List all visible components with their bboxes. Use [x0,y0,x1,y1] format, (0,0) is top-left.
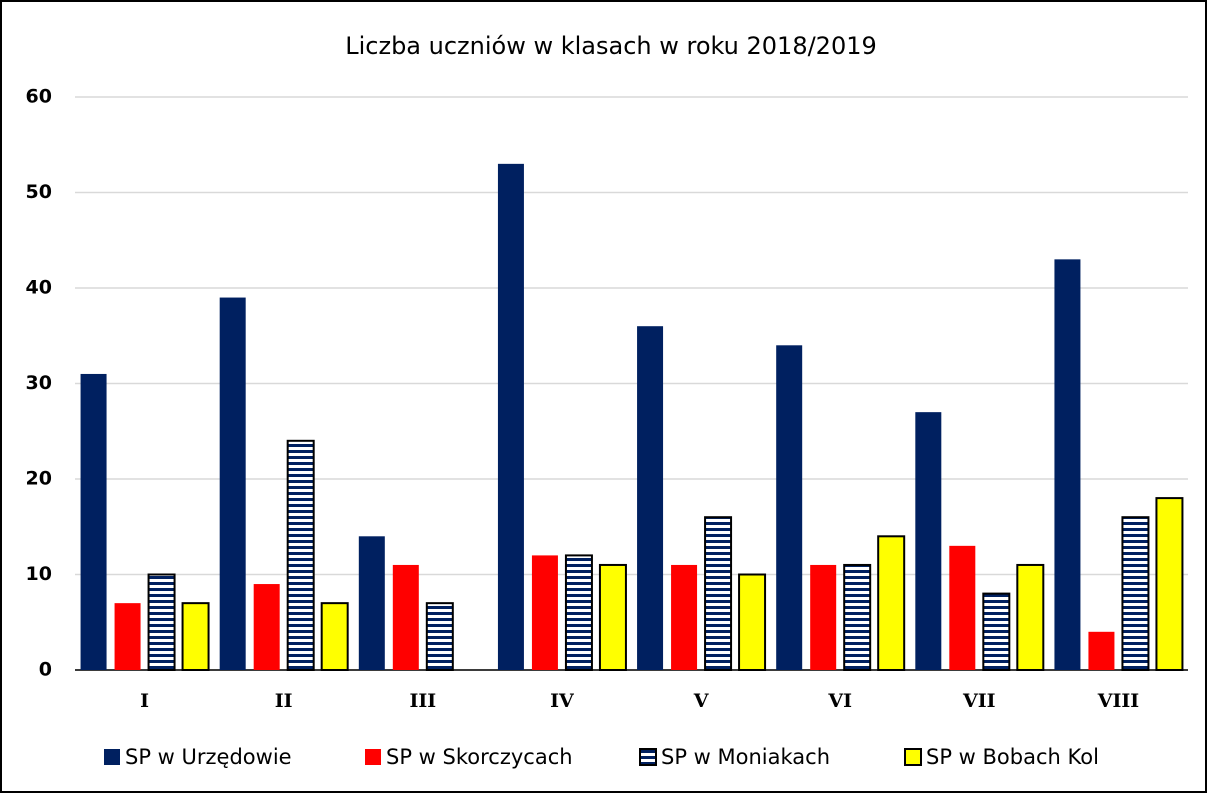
bar [425,602,454,672]
y-tick-label: 40 [26,277,52,299]
legend-label: SP w Moniakach [661,745,830,769]
bar [598,563,627,672]
x-tick-label: I [140,690,149,712]
bar [564,554,593,672]
bar [531,555,558,670]
bar [147,573,176,671]
legend-swatch [104,749,120,765]
bar [392,564,419,670]
bar [80,373,107,670]
y-tick-label: 10 [26,563,52,585]
bar [286,439,315,671]
x-tick-label: IV [550,690,575,712]
bar [253,584,280,670]
bar [738,573,767,671]
x-tick-label: VII [962,690,996,712]
legend-swatch [904,748,922,766]
x-tick-label: VI [827,690,852,712]
x-tick-label: V [693,690,710,712]
legend-label: SP w Skorczycach [386,745,573,769]
bar [358,536,385,670]
bar [704,516,733,672]
bar [181,602,210,672]
bar [1088,631,1115,670]
bar [637,326,664,670]
bar [1121,516,1150,672]
chart-title: Liczba uczniów w klasach w roku 2018/201… [345,32,877,60]
legend-swatch [639,748,657,766]
y-tick-label: 50 [26,181,52,203]
bar [843,563,872,672]
bar [320,602,349,672]
bar [1155,497,1184,671]
legend-label: SP w Urzędowie [125,745,292,769]
bar [219,297,246,670]
bar [982,592,1011,671]
y-tick-label: 20 [26,468,52,490]
x-tick-label: II [275,690,293,712]
legend-swatch [365,749,381,765]
bar [949,545,976,670]
bar [915,412,942,670]
bar [1054,259,1081,670]
y-tick-label: 0 [39,659,52,681]
legend-label: SP w Bobach Kol [926,745,1099,769]
y-tick-label: 30 [26,372,52,394]
bar [497,163,524,670]
bar [671,564,698,670]
bar [776,345,803,670]
bar [1016,563,1045,672]
y-tick-label: 60 [26,86,52,108]
bar [877,535,906,671]
bar [810,564,837,670]
x-tick-label: VIII [1097,690,1140,712]
bar [114,603,141,670]
x-tick-label: III [409,690,436,712]
